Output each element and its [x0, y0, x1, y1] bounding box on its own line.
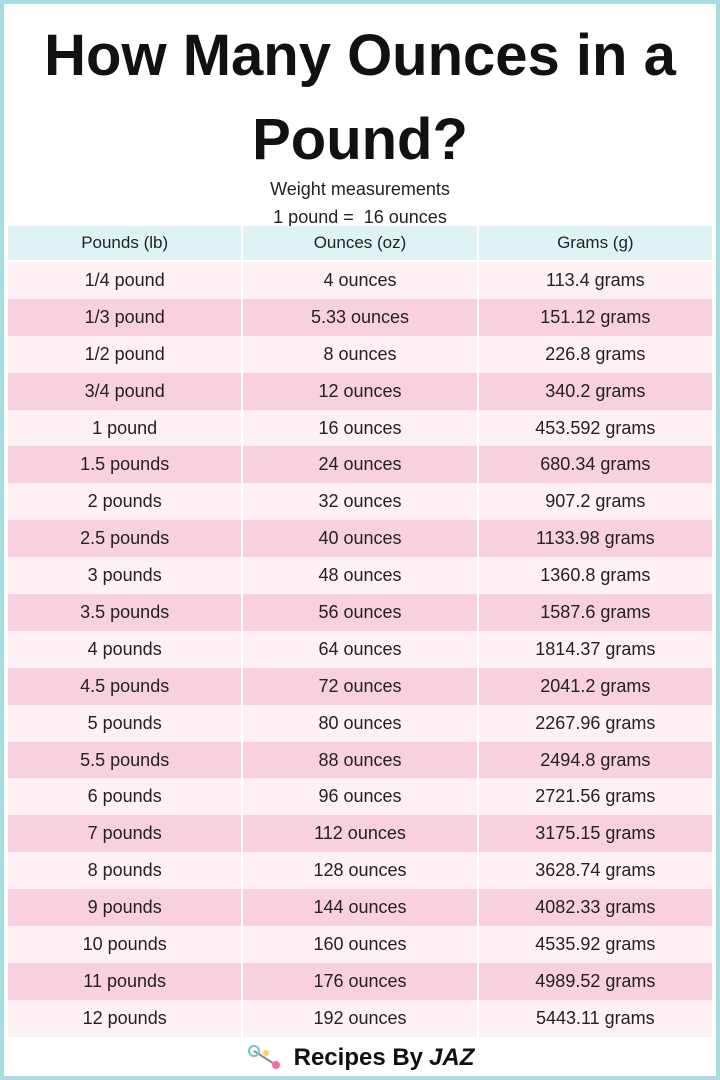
table-row: 4.5 pounds 72 ounces 2041.2 grams	[8, 667, 712, 705]
table-row: 5 pounds 80 ounces 2267.96 grams	[8, 704, 712, 742]
column-header: Pounds (lb)	[8, 226, 244, 260]
table-cell: 5.5 pounds	[8, 741, 244, 779]
table-cell: 1587.6 grams	[478, 594, 712, 631]
table-cell: 16 ounces	[243, 409, 479, 447]
table-cell: 3175.15 grams	[478, 815, 712, 853]
table-cell: 48 ounces	[243, 557, 479, 595]
table-cell: 128 ounces	[243, 852, 479, 890]
table-cell: 6 pounds	[8, 778, 244, 816]
table-cell: 80 ounces	[243, 704, 479, 742]
table-cell: 96 ounces	[243, 778, 479, 816]
table-cell: 8 pounds	[8, 852, 244, 890]
table-cell: 2721.56 grams	[478, 778, 712, 816]
table-row: 10 pounds 160 ounces 4535.92 grams	[8, 926, 712, 963]
table-row: 2 pounds 32 ounces 907.2 grams	[8, 483, 712, 521]
table-cell: 340.2 grams	[478, 372, 712, 410]
table-cell: 1.5 pounds	[8, 446, 244, 484]
table-cell: 2267.96 grams	[478, 704, 712, 742]
table-row: 1/4 pound 4 ounces 113.4 grams	[8, 262, 712, 299]
table-row: 7 pounds 112 ounces 3175.15 grams	[8, 815, 712, 853]
table-cell: 3628.74 grams	[478, 852, 712, 890]
table-cell: 160 ounces	[243, 926, 479, 963]
table-cell: 144 ounces	[243, 889, 479, 927]
table-row: 1.5 pounds 24 ounces 680.34 grams	[8, 446, 712, 484]
table-cell: 5443.11 grams	[478, 999, 712, 1037]
table-cell: 8 ounces	[243, 335, 479, 373]
table-cell: 151.12 grams	[478, 298, 712, 336]
table-row: 4 pounds 64 ounces 1814.37 grams	[8, 630, 712, 668]
table-row: 2.5 pounds 40 ounces 1133.98 grams	[8, 520, 712, 558]
table-cell: 907.2 grams	[478, 483, 712, 521]
table-cell: 12 pounds	[8, 999, 244, 1037]
table-cell: 64 ounces	[243, 630, 479, 668]
table-cell: 11 pounds	[8, 962, 244, 1000]
table-row: 9 pounds 144 ounces 4082.33 grams	[8, 889, 712, 927]
table-row: 3 pounds 48 ounces 1360.8 grams	[8, 557, 712, 595]
table-row: 8 pounds 128 ounces 3628.74 grams	[8, 852, 712, 890]
table-row: 3.5 pounds 56 ounces 1587.6 grams	[8, 594, 712, 631]
table-cell: 7 pounds	[8, 815, 244, 853]
table-cell: 1/3 pound	[8, 298, 244, 336]
table-row: 11 pounds 176 ounces 4989.52 grams	[8, 962, 712, 1000]
table-cell: 32 ounces	[243, 483, 479, 521]
table-row: 12 pounds 192 ounces 5443.11 grams	[8, 999, 712, 1037]
table-cell: 72 ounces	[243, 667, 479, 705]
table-cell: 4 ounces	[243, 262, 479, 299]
table-cell: 9 pounds	[8, 889, 244, 927]
table: Pounds (lb) Ounces (oz) Grams (g) 1/4 pound…	[8, 226, 712, 1037]
table-cell: 1360.8 grams	[478, 557, 712, 595]
table-cell: 5 pounds	[8, 704, 244, 742]
table-row: 5.5 pounds 88 ounces 2494.8 grams	[8, 741, 712, 779]
column-header: Ounces (oz)	[243, 226, 479, 260]
table-cell: 1/2 pound	[8, 335, 244, 373]
table-cell: 2.5 pounds	[8, 520, 244, 558]
table-row: 1/3 pound 5.33 ounces 151.12 grams	[8, 298, 712, 336]
table-cell: 3.5 pounds	[8, 594, 244, 631]
table-cell: 4989.52 grams	[478, 962, 712, 1000]
title: How Many Ounces in a Pound?	[44, 23, 676, 172]
footer: Recipes By JAZ	[4, 1040, 716, 1076]
table-cell: 192 ounces	[243, 999, 479, 1037]
table-cell: 2 pounds	[8, 483, 244, 521]
equivalence: 1 pound = 16 ounces	[273, 207, 447, 227]
table-cell: 12 ounces	[243, 372, 479, 410]
table-cell: 2494.8 grams	[478, 741, 712, 779]
table-cell: 2041.2 grams	[478, 667, 712, 705]
brand-accent: JAZ	[429, 1044, 475, 1071]
table-row: 1/2 pound 8 ounces 226.8 grams	[8, 335, 712, 373]
logo	[247, 1045, 280, 1069]
table-cell: 112 ounces	[243, 815, 479, 853]
table-cell: 10 pounds	[8, 926, 244, 963]
brand: Recipes By	[293, 1044, 424, 1071]
table-cell: 56 ounces	[243, 594, 479, 631]
table-cell: 1 pound	[8, 409, 244, 447]
table-cell: 40 ounces	[243, 520, 479, 558]
table-cell: 5.33 ounces	[243, 298, 479, 336]
table-cell: 4535.92 grams	[478, 926, 712, 963]
table-cell: 24 ounces	[243, 446, 479, 484]
table-cell: 453.592 grams	[478, 409, 712, 447]
table-cell: 226.8 grams	[478, 335, 712, 373]
table-cell: 88 ounces	[243, 741, 479, 779]
header-row: Pounds (lb) Ounces (oz) Grams (g)	[8, 226, 712, 260]
subtitle: Weight measurements	[270, 179, 450, 199]
table-row: 1 pound 16 ounces 453.592 grams	[8, 409, 712, 447]
table-row: 3/4 pound 12 ounces 340.2 grams	[8, 372, 712, 410]
table-cell: 1814.37 grams	[478, 630, 712, 668]
table-cell: 680.34 grams	[478, 446, 712, 484]
table-cell: 4.5 pounds	[8, 667, 244, 705]
column-header: Grams (g)	[478, 226, 712, 260]
table-cell: 1133.98 grams	[478, 520, 712, 558]
table-cell: 1/4 pound	[8, 262, 244, 299]
table-cell: 3/4 pound	[8, 372, 244, 410]
table-cell: 4082.33 grams	[478, 889, 712, 927]
table-cell: 113.4 grams	[478, 262, 712, 299]
table-cell: 3 pounds	[8, 557, 244, 595]
table-cell: 176 ounces	[243, 962, 479, 1000]
table-cell: 4 pounds	[8, 630, 244, 668]
table-row: 6 pounds 96 ounces 2721.56 grams	[8, 778, 712, 816]
